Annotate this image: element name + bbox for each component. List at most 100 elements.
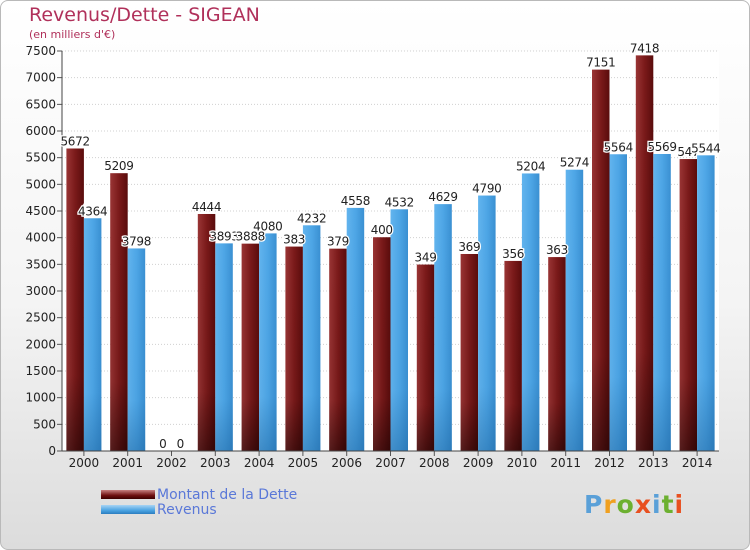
x-tick-label: 2009: [463, 456, 494, 470]
debt-value-label: 5672: [60, 134, 89, 148]
debt-bar-shade: [460, 253, 479, 451]
y-tick-label: 3000: [25, 284, 56, 298]
chart-title: Revenus/Dette - SIGEAN: [29, 4, 260, 26]
legend-swatch-debt: [101, 490, 155, 499]
y-tick-label: 5000: [25, 177, 56, 191]
debt-bar-shade: [373, 237, 391, 451]
chart-legend: Montant de la Dette Revenus: [101, 486, 298, 518]
x-tick-label: 2013: [638, 456, 669, 470]
revenue-value-label: 3798: [122, 234, 151, 248]
revenue-bar-shade: [609, 154, 627, 451]
y-tick-label: 2000: [25, 337, 56, 351]
debt-value-label: 4444: [192, 200, 221, 214]
revenue-bar-shade: [346, 207, 365, 451]
logo-letter: i: [652, 490, 662, 519]
revenue-value-label: 5274: [560, 156, 589, 170]
revenue-bar-shade: [565, 169, 584, 451]
legend-label-debt: Montant de la Dette: [157, 486, 298, 503]
legend-item-debt: Montant de la Dette: [101, 486, 298, 503]
legend-label-revenue: Revenus: [157, 501, 217, 518]
revenue-bar-shade: [434, 204, 452, 451]
y-tick-label: 6000: [25, 124, 56, 138]
debt-bar-shade: [504, 260, 522, 451]
debt-value-label: 7151: [586, 56, 615, 70]
debt-value-label: 5209: [104, 159, 133, 173]
debt-bar-shade: [635, 55, 654, 452]
revenue-bar-shade: [697, 155, 715, 451]
debt-value-label: 7418: [630, 41, 659, 55]
debt-bar-shade: [548, 257, 566, 451]
y-tick-label: 5500: [25, 151, 56, 165]
x-tick-label: 2003: [200, 456, 231, 470]
logo-letter: t: [661, 490, 675, 519]
revenue-value-label: 4232: [297, 211, 326, 225]
revenue-value-label: 5544: [691, 141, 720, 155]
x-tick-label: 2000: [69, 456, 100, 470]
x-tick-label: 2012: [594, 456, 625, 470]
y-tick-label: 2500: [25, 311, 56, 325]
debt-bar-shade: [592, 69, 610, 451]
revenue-value-label: 4080: [253, 219, 282, 233]
logo-letter: i: [674, 490, 685, 519]
y-tick-label: 3500: [25, 257, 56, 271]
y-tick-label: 4000: [25, 231, 56, 245]
debt-bar-shade: [110, 173, 128, 452]
x-tick-label: 2010: [507, 456, 538, 470]
revenue-value-label: 4558: [341, 194, 370, 208]
revenue-value-label: 4532: [385, 195, 414, 209]
x-tick-label: 2002: [156, 456, 187, 470]
debt-value-label: 363: [546, 243, 568, 257]
debt-value-label: 383: [283, 233, 305, 247]
y-tick-label: 4500: [25, 204, 56, 218]
revenue-bar-shade: [259, 233, 277, 451]
debt-bar-shade: [197, 213, 216, 451]
bar-chart: 0500100015002000250030003500400045005000…: [25, 40, 722, 470]
revenue-bar-shade: [521, 173, 540, 451]
debt-value-label: 400: [371, 223, 393, 237]
revenue-value-label: 3893: [209, 229, 238, 243]
logo-letter: r: [603, 490, 617, 519]
debt-value-label: 349: [415, 251, 437, 265]
x-tick-label: 2001: [112, 456, 143, 470]
y-tick-label: 6500: [25, 97, 56, 111]
debt-bar-shade: [679, 159, 698, 451]
revenue-bar-shade: [215, 243, 233, 451]
revenue-value-label: 0: [177, 437, 184, 451]
revenue-value-label: 4790: [472, 182, 501, 196]
y-tick-label: 1000: [25, 391, 56, 405]
revenue-value-label: 4629: [428, 190, 457, 204]
x-tick-label: 2014: [682, 456, 713, 470]
x-tick-label: 2007: [375, 456, 406, 470]
revenue-bar-shade: [83, 218, 102, 451]
y-tick-label: 500: [33, 417, 56, 431]
debt-value-label: 369: [458, 240, 480, 254]
y-tick-label: 7000: [25, 71, 56, 85]
x-tick-label: 2004: [244, 456, 275, 470]
y-tick-label: 1500: [25, 364, 56, 378]
legend-item-revenue: Revenus: [101, 501, 297, 518]
logo-letter: P: [584, 490, 604, 519]
debt-bar-shade: [416, 264, 435, 451]
debt-value-label: 547: [677, 145, 699, 159]
legend-swatch-revenue: [101, 505, 155, 514]
chart-subtitle: (en milliers d'€): [29, 28, 116, 41]
debt-bar-shade: [66, 148, 84, 451]
x-tick-label: 2005: [288, 456, 319, 470]
revenue-value-label: 5569: [647, 140, 676, 154]
x-tick-label: 2006: [331, 456, 362, 470]
y-tick-label: 0: [48, 444, 56, 458]
debt-bar-shade: [285, 246, 303, 451]
revenue-value-label: 5564: [604, 140, 633, 154]
revenue-bar-shade: [390, 209, 408, 451]
y-tick-label: 7500: [25, 44, 56, 58]
debt-value-label: 3888: [236, 230, 265, 244]
revenue-bar-shade: [653, 153, 671, 451]
revenue-bar-shade: [127, 248, 146, 451]
revenue-value-label: 5204: [516, 159, 545, 173]
x-tick-label: 2011: [550, 456, 581, 470]
debt-value-label: 356: [502, 247, 524, 261]
debt-bar-shade: [241, 243, 260, 451]
debt-bar-shade: [329, 248, 347, 451]
debt-value-label: 0: [159, 437, 166, 451]
